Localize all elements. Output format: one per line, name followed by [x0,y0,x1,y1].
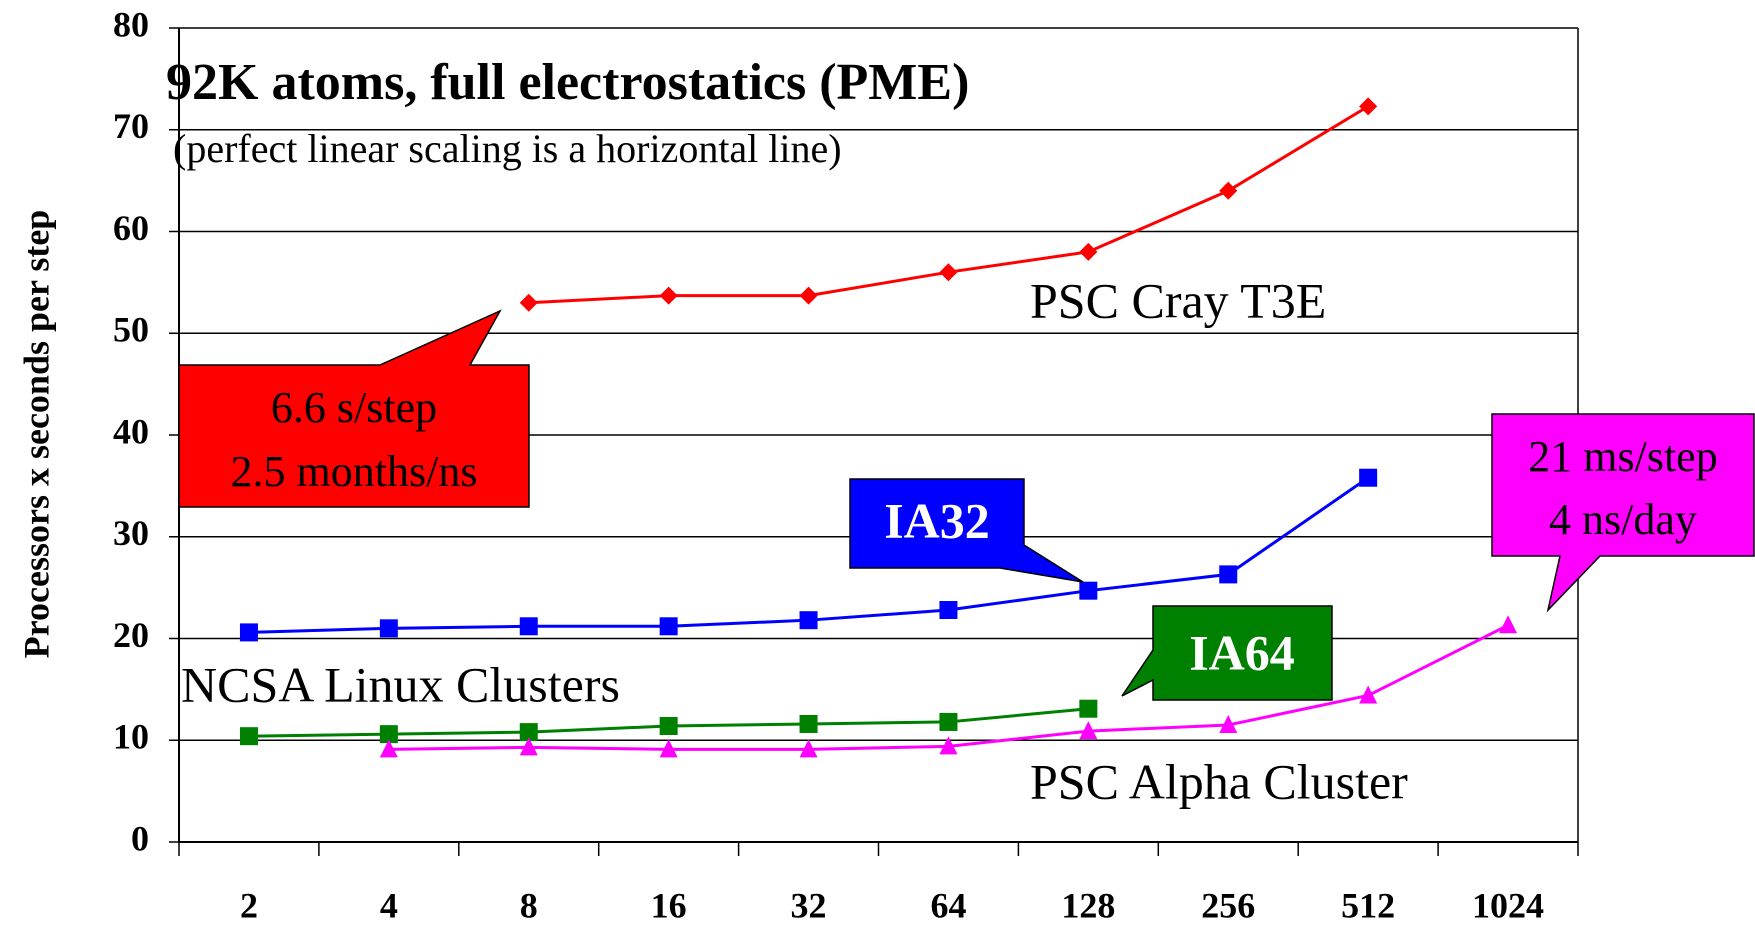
y-tick-label: 70 [113,106,149,146]
chart-subtitle: (perfect linear scaling is a horizontal … [173,126,842,171]
series-label: PSC Cray T3E [1030,272,1326,328]
y-tick-label: 60 [113,208,149,248]
callout-text: 6.6 s/step [271,383,437,432]
marker [1219,565,1238,584]
y-tick-label: 40 [113,411,149,451]
marker [799,611,818,630]
x-tick-label: 8 [520,885,538,925]
callout-text: 2.5 months/ns [231,447,478,496]
marker [1359,685,1378,704]
callout [1491,413,1755,613]
x-tick-label: 256 [1201,885,1255,925]
x-tick-label: 32 [791,885,827,925]
x-tick-label: 4 [380,885,398,925]
marker [939,736,958,755]
marker [1219,181,1238,200]
series-layer [239,97,1518,758]
marker [659,739,678,758]
y-tick-label: 0 [131,818,149,858]
marker [379,619,398,638]
callout [1121,605,1333,701]
y-tick-label: 50 [113,310,149,350]
marker [939,601,958,620]
marker [1079,721,1098,740]
y-tick-label: 30 [113,513,149,553]
series-label: PSC Alpha Cluster [1030,753,1408,809]
y-tick-label: 20 [113,615,149,655]
marker [1079,699,1098,718]
marker [239,727,258,746]
callout [178,309,530,508]
marker [239,623,258,642]
y-tick-label: 10 [113,717,149,757]
grid [169,27,1579,856]
x-tick-label: 64 [930,885,966,925]
marker [939,712,958,731]
y-tick-label: 80 [113,4,149,44]
marker [1219,714,1238,733]
callout-text: 21 ms/step [1528,432,1717,481]
marker [519,737,538,756]
marker [659,286,678,305]
callout [849,478,1084,583]
marker [519,723,538,742]
x-tick-label: 16 [651,885,687,925]
marker [519,293,538,312]
chart-title: 92K atoms, full electrostatics (PME) [166,54,969,111]
marker [379,725,398,744]
callout-text: IA64 [1189,624,1295,680]
x-tick-label: 1024 [1472,885,1544,925]
y-axis-label: Processors x seconds per step [16,210,56,659]
marker [519,617,538,636]
callout-text: IA32 [884,492,990,548]
marker [1359,468,1378,487]
marker [1359,97,1378,116]
marker [379,739,398,758]
x-tick-label: 128 [1061,885,1115,925]
x-tick-label: 2 [240,885,258,925]
marker [659,717,678,736]
marker [799,286,818,305]
x-tick-label: 512 [1341,885,1395,925]
callout-text: 4 ns/day [1549,495,1697,544]
marker [1499,615,1518,634]
marker [1079,242,1098,261]
marker [939,263,958,282]
marker [799,739,818,758]
marker [799,714,818,733]
marker [1079,581,1098,600]
marker [659,617,678,636]
annotation: NCSA Linux Clusters [181,656,620,712]
